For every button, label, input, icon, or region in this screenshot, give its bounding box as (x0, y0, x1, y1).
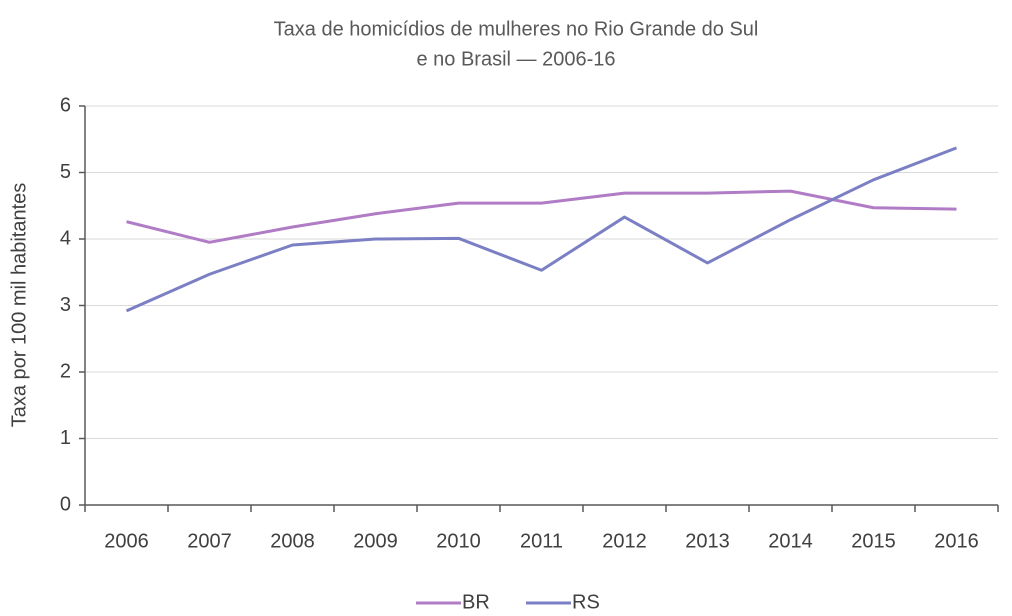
x-tick-label: 2014 (768, 530, 813, 552)
x-tick-label: 2013 (685, 530, 730, 552)
legend-label: RS (572, 591, 600, 613)
y-tick-label: 1 (60, 427, 71, 449)
x-tick-label: 2007 (187, 530, 232, 552)
x-tick-label: 2008 (270, 530, 315, 552)
y-axis-label: Taxa por 100 mil habitantes (8, 183, 30, 428)
legend-label: BR (462, 591, 490, 613)
y-tick-label: 6 (60, 94, 71, 116)
chart-title: e no Brasil — 2006-16 (416, 48, 615, 70)
x-tick-label: 2011 (520, 530, 563, 552)
x-tick-label: 2006 (104, 530, 149, 552)
x-tick-label: 2009 (353, 530, 398, 552)
x-tick-label: 2010 (436, 530, 481, 552)
x-tick-label: 2016 (934, 530, 979, 552)
y-tick-label: 3 (60, 294, 71, 316)
y-tick-label: 5 (60, 161, 71, 183)
y-tick-label: 0 (60, 493, 71, 515)
y-tick-label: 4 (60, 227, 71, 249)
x-tick-label: 2012 (602, 530, 647, 552)
x-tick-label: 2015 (851, 530, 896, 552)
line-series (126, 189, 957, 244)
line-series (125, 146, 958, 313)
chart-title: Taxa de homicídios de mulheres no Rio Gr… (274, 18, 759, 40)
y-tick-label: 2 (60, 360, 71, 382)
